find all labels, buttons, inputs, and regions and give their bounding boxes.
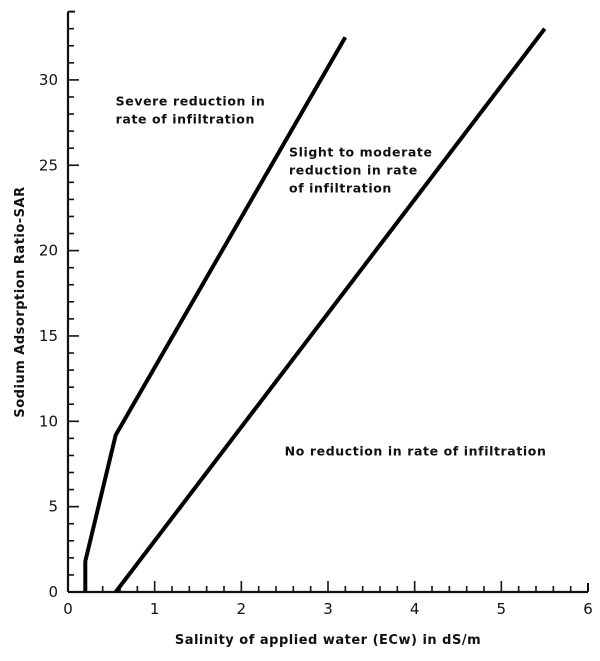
x-tick-label: 5 [497,600,507,618]
y-tick-label: 20 [39,242,58,260]
annotation-moderate: Slight to moderate reduction in rate of in… [289,145,433,196]
tick-labels: 0 5 10 15 20 25 30 0 1 2 3 4 5 6 [39,71,593,618]
y-tick-label: 10 [39,412,58,430]
y-axis-title: Sodium Adsorption Ratio-SAR [13,186,28,417]
x-tick-label: 2 [237,600,247,618]
annotation-line: reduction in rate [289,163,418,178]
y-tick-label: 0 [48,583,58,601]
annotation-line: No reduction in rate of infiltration [285,443,547,458]
x-tick-label: 4 [410,600,420,618]
x-tick-label: 6 [583,600,593,618]
y-tick-label: 30 [39,71,58,89]
boundary-line-2 [114,27,547,594]
y-tick-label: 5 [48,498,58,516]
annotation-none: No reduction in rate of infiltration [285,443,547,458]
annotation-line: Slight to moderate [289,145,433,160]
x-tick-label: 1 [150,600,160,618]
y-tick-label: 15 [39,327,58,345]
boundary-lines [83,27,547,594]
annotation-line: of infiltration [289,181,392,196]
annotation-severe: Severe reduction in rate of infiltration [116,94,266,127]
y-tick-label: 25 [39,156,58,174]
x-tick-label: 0 [63,600,73,618]
region-annotations: Severe reduction in rate of infiltrationS… [116,94,547,459]
annotation-line: rate of infiltration [116,112,255,127]
x-axis-title: Salinity of applied water (ECw) in dS/m [175,633,481,648]
annotation-line: Severe reduction in [116,94,266,109]
x-tick-label: 3 [323,600,333,618]
boundary-line-1 [83,36,348,592]
